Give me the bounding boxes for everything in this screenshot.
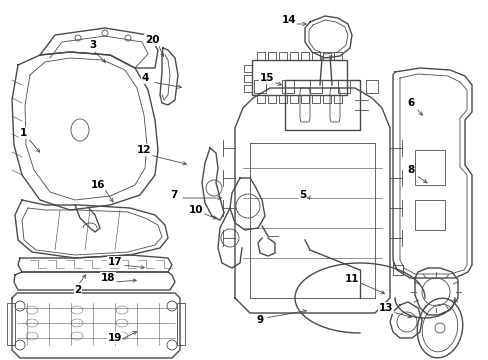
Text: 6: 6 xyxy=(407,98,414,108)
Text: 3: 3 xyxy=(89,40,97,50)
Text: 13: 13 xyxy=(378,303,392,313)
Text: 8: 8 xyxy=(407,165,414,175)
Text: 4: 4 xyxy=(141,73,148,83)
Text: 16: 16 xyxy=(91,180,105,190)
Text: 9: 9 xyxy=(256,315,263,325)
Text: 15: 15 xyxy=(259,73,274,83)
Bar xyxy=(285,80,359,130)
Text: 19: 19 xyxy=(107,333,122,343)
Bar xyxy=(7,303,15,345)
Bar xyxy=(177,303,184,345)
Text: 17: 17 xyxy=(107,257,122,267)
Text: 11: 11 xyxy=(344,274,359,284)
Text: 20: 20 xyxy=(144,35,159,45)
Bar xyxy=(414,150,444,185)
Text: 18: 18 xyxy=(101,273,115,283)
Text: 14: 14 xyxy=(281,15,296,25)
Text: 12: 12 xyxy=(137,145,151,155)
Text: 2: 2 xyxy=(74,285,81,295)
Text: 5: 5 xyxy=(299,190,306,200)
Bar xyxy=(414,200,444,230)
Text: 1: 1 xyxy=(20,128,26,138)
Text: 10: 10 xyxy=(188,205,203,215)
Bar xyxy=(251,60,346,95)
Text: 7: 7 xyxy=(170,190,177,200)
